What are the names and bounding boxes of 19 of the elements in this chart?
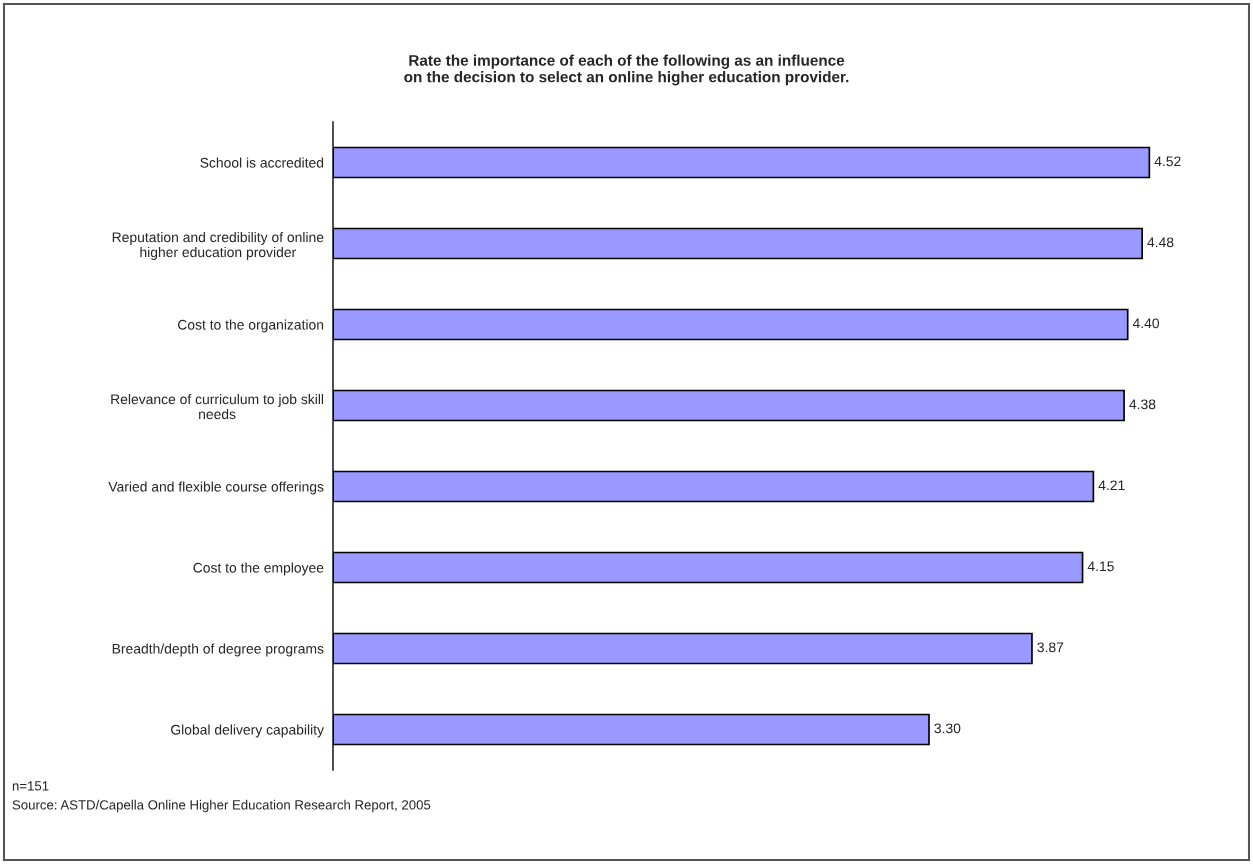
y-tick-label: Cost to the organization xyxy=(177,319,324,333)
y-tick-label: Relevance of curriculum to job skill needs xyxy=(111,393,324,420)
y-tick-label: Breadth/depth of degree programs xyxy=(112,643,324,657)
text: n=151 xyxy=(12,781,49,791)
y-tick-label: Global delivery capability xyxy=(171,724,324,738)
data-label: 3.87 xyxy=(1037,642,1064,653)
data-label: 3.30 xyxy=(934,723,961,734)
data-label: 4.40 xyxy=(1132,318,1160,329)
chart-title: Rate the importance of each of the following as an influence on the decision to select an online higher education provider. xyxy=(404,54,849,86)
data-label: 4.38 xyxy=(1129,399,1156,410)
y-tick-label: Varied and flexible course offerings xyxy=(108,481,324,495)
source-note: Source: ASTD/Capella Online Higher Education Research Report, 2005 xyxy=(12,799,431,813)
y-tick-label: School is accredited xyxy=(200,157,324,168)
data-label: 4.48 xyxy=(1147,237,1174,248)
y-tick-label: Cost to the employee xyxy=(193,562,324,576)
data-label: 4.52 xyxy=(1154,156,1181,167)
data-label: 4.21 xyxy=(1098,480,1125,491)
y-tick-label: Reputation and credibility of online higher education provider xyxy=(112,231,324,260)
data-label: 4.15 xyxy=(1087,561,1114,572)
